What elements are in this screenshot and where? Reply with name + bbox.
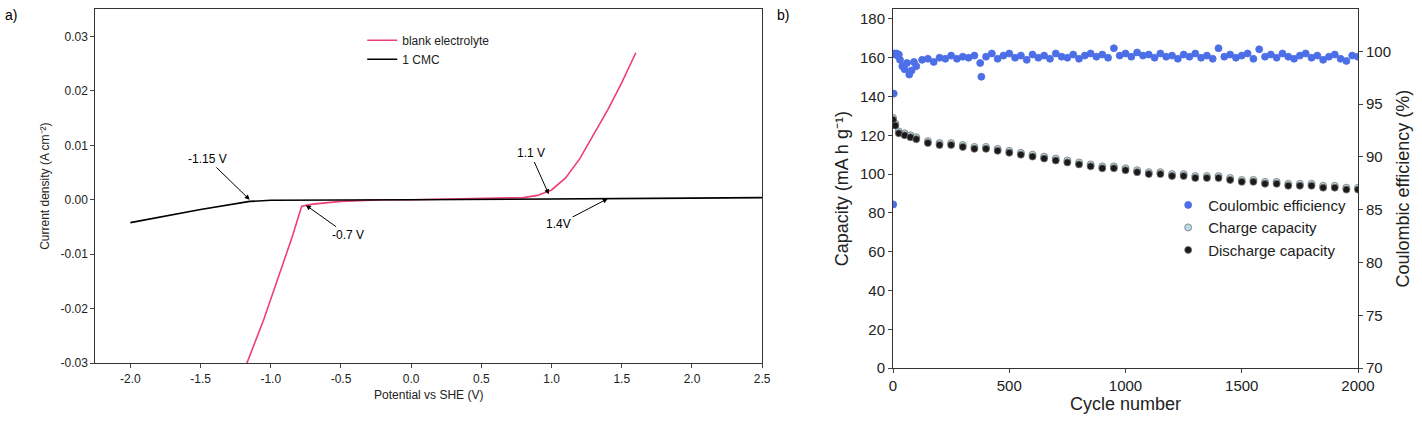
svg-text:Coulombic efficiency (%): Coulombic efficiency (%): [1393, 90, 1413, 288]
svg-text:1.4V: 1.4V: [546, 217, 571, 231]
svg-text:60: 60: [868, 243, 885, 260]
svg-text:b): b): [777, 7, 789, 23]
svg-text:20: 20: [868, 321, 885, 338]
svg-text:70: 70: [1366, 359, 1383, 376]
svg-text:Current density (A cm⁻²): Current density (A cm⁻²): [38, 122, 52, 249]
svg-text:1 CMC: 1 CMC: [402, 53, 440, 67]
svg-text:90: 90: [1366, 148, 1383, 165]
svg-text:-0.01: -0.01: [61, 247, 89, 261]
svg-text:0.0: 0.0: [403, 372, 420, 386]
svg-text:100: 100: [860, 165, 885, 182]
svg-text:Charge capacity: Charge capacity: [1208, 219, 1317, 236]
svg-text:95: 95: [1366, 95, 1383, 112]
svg-text:Cycle number: Cycle number: [1070, 394, 1181, 414]
svg-text:0.00: 0.00: [65, 193, 89, 207]
svg-text:-0.03: -0.03: [61, 356, 89, 370]
svg-text:500: 500: [997, 377, 1022, 394]
svg-text:1.1 V: 1.1 V: [517, 146, 545, 160]
svg-text:-0.02: -0.02: [61, 302, 89, 316]
svg-text:40: 40: [868, 282, 885, 299]
svg-text:1.0: 1.0: [543, 372, 560, 386]
svg-text:-1.15 V: -1.15 V: [188, 152, 227, 166]
svg-text:140: 140: [860, 88, 885, 105]
svg-text:-1.5: -1.5: [190, 372, 211, 386]
svg-text:-0.5: -0.5: [331, 372, 352, 386]
svg-text:-2.0: -2.0: [120, 372, 141, 386]
svg-text:100: 100: [1366, 43, 1391, 60]
svg-text:Discharge capacity: Discharge capacity: [1208, 242, 1335, 259]
svg-text:80: 80: [868, 204, 885, 221]
svg-text:1000: 1000: [1109, 377, 1142, 394]
svg-text:a): a): [5, 7, 17, 23]
svg-text:180: 180: [860, 10, 885, 27]
svg-text:120: 120: [860, 127, 885, 144]
svg-text:1.5: 1.5: [613, 372, 630, 386]
svg-text:Coulombic efficiency: Coulombic efficiency: [1208, 197, 1346, 214]
svg-text:-0.7 V: -0.7 V: [332, 228, 364, 242]
svg-text:0.03: 0.03: [65, 30, 89, 44]
svg-text:2.5: 2.5: [754, 372, 771, 386]
svg-text:2000: 2000: [1341, 377, 1374, 394]
svg-text:80: 80: [1366, 254, 1383, 271]
svg-text:0.01: 0.01: [65, 139, 89, 153]
svg-text:85: 85: [1366, 201, 1383, 218]
svg-text:160: 160: [860, 49, 885, 66]
svg-text:75: 75: [1366, 307, 1383, 324]
svg-text:0.02: 0.02: [65, 84, 89, 98]
svg-text:0: 0: [889, 377, 897, 394]
svg-text:blank electrolyte: blank electrolyte: [402, 34, 489, 48]
svg-text:0: 0: [877, 359, 885, 376]
svg-text:2.0: 2.0: [684, 372, 701, 386]
svg-text:Potential vs SHE (V): Potential vs SHE (V): [374, 388, 483, 402]
svg-text:Capacity (mA h g⁻¹): Capacity (mA h g⁻¹): [832, 111, 852, 266]
svg-text:1500: 1500: [1225, 377, 1258, 394]
svg-text:-1.0: -1.0: [260, 372, 281, 386]
svg-text:0.5: 0.5: [473, 372, 490, 386]
